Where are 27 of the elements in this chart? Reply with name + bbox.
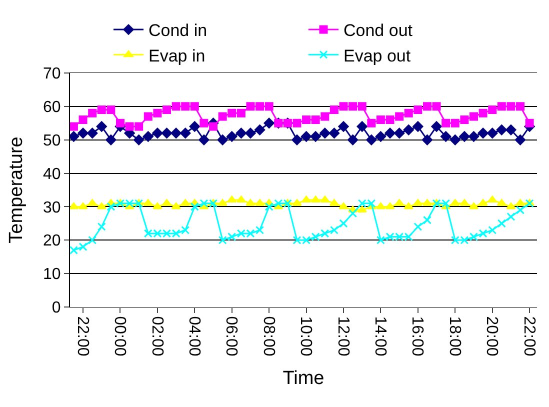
y-tick-label: 50	[43, 132, 61, 150]
legend-label: Evap out	[344, 46, 411, 66]
x-tick-label: 22:00	[74, 316, 91, 356]
x-tick-label: 14:00	[372, 316, 389, 356]
x-axis-title: Time	[282, 368, 324, 390]
y-axis-title: Temperature	[6, 136, 27, 244]
y-tick-label: 60	[43, 99, 61, 116]
x-tick-label: 08:00	[260, 316, 277, 356]
y-tick-label: 10	[43, 266, 61, 284]
y-tick-label: 30	[43, 199, 61, 216]
y-tick-label: 0	[52, 300, 61, 317]
x-tick-label: 22:00	[520, 316, 538, 356]
legend-label: Cond in	[148, 21, 208, 40]
x-tick-label: 20:00	[483, 316, 500, 356]
x-tick-label: 02:00	[148, 316, 166, 356]
x-tick-label: 16:00	[408, 316, 426, 356]
legend-label: Evap in	[148, 46, 206, 66]
x-tick-label: 10:00	[297, 316, 314, 356]
x-tick-label: 06:00	[222, 316, 240, 356]
y-tick-label: 20	[43, 232, 61, 250]
y-tick-label: 70	[43, 66, 61, 83]
x-tick-label: 12:00	[334, 316, 352, 356]
x-tick-label: 18:00	[446, 316, 463, 356]
y-tick-label: 40	[43, 166, 61, 183]
legend-label: Cond out	[344, 21, 413, 40]
x-tick-label: 00:00	[111, 316, 128, 356]
x-tick-label: 04:00	[185, 316, 202, 356]
